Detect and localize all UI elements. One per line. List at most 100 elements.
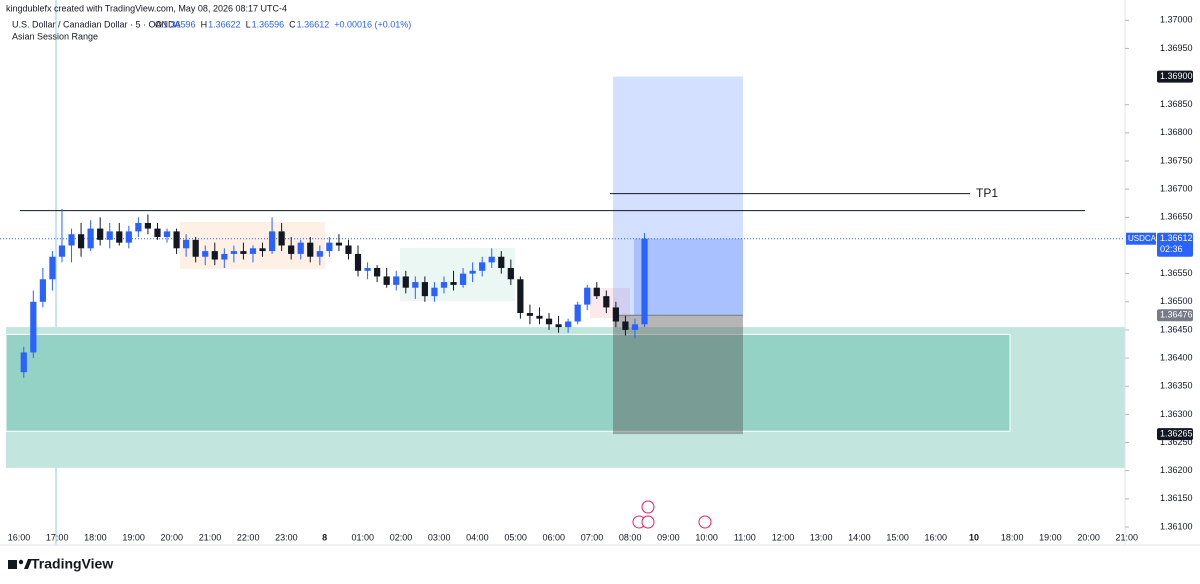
candle-body	[202, 251, 209, 257]
x-tick-label: 05:00	[504, 532, 527, 542]
candle-body	[135, 222, 142, 232]
candle-body	[173, 231, 180, 249]
y-tick-label: 1.36800	[1160, 127, 1193, 137]
target-badge-label: 1.36900	[1160, 71, 1193, 81]
ohlc-letter: L	[246, 19, 251, 29]
candle-body	[469, 270, 476, 274]
candle-body	[192, 239, 199, 257]
x-tick-label: 22:00	[237, 532, 260, 542]
candle-body	[479, 262, 486, 271]
ohlc-letter: H	[201, 19, 208, 29]
target-zone	[613, 76, 743, 316]
candle-body	[354, 253, 362, 271]
y-tick-label: 1.36950	[1160, 43, 1193, 53]
candle-body	[507, 267, 514, 280]
x-tick-label: 19:00	[1039, 532, 1062, 542]
candle-body	[326, 242, 333, 252]
session-box	[400, 248, 515, 301]
plot: TP1	[0, 0, 1125, 545]
symbol-title: U.S. Dollar / Canadian Dollar · 5 · OAND…	[12, 19, 181, 29]
symbol-badge-label: USDCAD	[1128, 234, 1162, 243]
candle-body	[612, 307, 619, 322]
countdown-label: 02:36	[1160, 244, 1183, 254]
x-tick-label: 03:00	[428, 532, 451, 542]
candle-body	[631, 324, 639, 330]
candle-body	[278, 231, 285, 246]
candle-body	[297, 242, 304, 254]
y-tick-label: 1.36450	[1160, 324, 1193, 334]
x-tick-label: 15:00	[886, 532, 909, 542]
candle-body	[249, 248, 257, 254]
candle-body	[49, 256, 56, 280]
x-tick-label: 14:00	[848, 532, 871, 542]
candle-body	[459, 273, 467, 285]
candle-body	[431, 287, 438, 297]
candle-body	[488, 256, 495, 263]
event-icon	[698, 515, 712, 529]
x-tick-label: 16:00	[8, 532, 31, 542]
x-tick-label: 12:00	[772, 532, 795, 542]
x-tick-label: 23:00	[275, 532, 298, 542]
candle-body	[268, 231, 276, 252]
candle-body	[20, 352, 27, 373]
demand-zone	[5, 333, 1011, 432]
x-tick-label: 04:00	[466, 532, 489, 542]
y-tick-label: 1.36200	[1160, 465, 1193, 475]
ohlc-value: 1.36596	[163, 19, 196, 29]
candle-body	[364, 267, 371, 271]
candle-body	[345, 245, 352, 254]
candle-body	[440, 282, 448, 288]
entry-badge	[1157, 309, 1193, 322]
event-icons	[632, 500, 712, 529]
x-tick-label: 09:00	[657, 532, 680, 542]
x-tick-label: 21:00	[1116, 532, 1139, 542]
y-tick-label: 1.36500	[1160, 296, 1193, 306]
candle-body	[374, 267, 381, 277]
ohlc-value: 1.36622	[208, 19, 241, 29]
x-tick-label: 18:00	[1001, 532, 1024, 542]
candle-body	[393, 276, 400, 285]
candle-body	[30, 301, 37, 353]
last-price-label: 1.36612	[1160, 233, 1193, 243]
logo-mark	[8, 560, 17, 569]
last-price-badge	[1157, 232, 1193, 257]
candle-body	[307, 242, 314, 257]
candle-body	[574, 304, 581, 322]
candle-body	[125, 231, 132, 243]
candle-body	[622, 321, 629, 330]
y-tick-label: 1.36850	[1160, 99, 1193, 109]
candle-body	[116, 231, 123, 243]
stop-badge	[1157, 428, 1193, 441]
event-icon	[641, 500, 655, 514]
candle-body	[412, 282, 419, 288]
x-tick-label: 13:00	[810, 532, 833, 542]
entry-badge-label: 1.36476	[1160, 310, 1193, 320]
candle-body	[288, 245, 295, 254]
y-tick-label: 1.37000	[1160, 15, 1193, 25]
candle-body	[106, 231, 113, 240]
candle-body	[536, 315, 543, 319]
candle-body	[154, 228, 161, 238]
candle-body	[68, 234, 75, 246]
y-tick-label: 1.36100	[1160, 521, 1193, 531]
stop-zone	[613, 315, 743, 435]
y-tick-label: 1.36300	[1160, 409, 1193, 419]
y-tick-label: 1.36700	[1160, 184, 1193, 194]
ohlc-value: 1.36596	[252, 19, 285, 29]
y-tick-label: 1.36400	[1160, 352, 1193, 362]
change: +0.00016 (+0.01%)	[334, 19, 411, 29]
x-tick-label: 10	[969, 532, 979, 542]
symbol-badge	[1126, 232, 1156, 245]
candle-body	[593, 287, 600, 297]
target-badge	[1157, 70, 1193, 83]
x-tick-label: 11:00	[734, 532, 756, 542]
x-tick-label: 01:00	[352, 532, 375, 542]
candle-body	[335, 242, 343, 246]
candle-body	[584, 287, 591, 305]
candle-body	[603, 296, 610, 308]
candle-body	[39, 279, 46, 302]
candle-body	[240, 251, 247, 254]
y-tick-label: 1.36750	[1160, 155, 1193, 165]
x-tick-label: 10:00	[695, 532, 718, 542]
candle-body	[383, 276, 390, 285]
